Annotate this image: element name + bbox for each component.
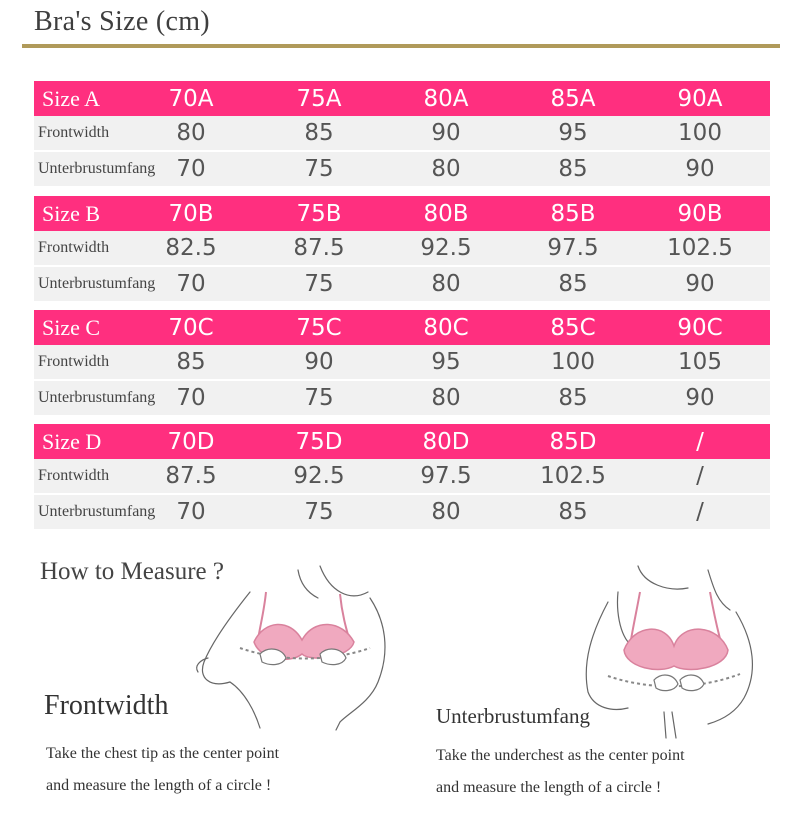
- size-header-row: Size C 70C 75C 80C 85C 90C: [34, 310, 770, 345]
- underbust-desc-line2: and measure the length of a circle !: [436, 779, 662, 796]
- size-cell: 70D: [167, 428, 215, 455]
- value-cell: 82.5: [165, 235, 217, 261]
- value-cell: 80: [431, 499, 461, 525]
- value-cell: 90: [431, 120, 461, 146]
- size-table-a: Size A 70A 75A 80A 85A 90A Frontwidth 80…: [34, 81, 770, 186]
- size-cell: 90A: [677, 85, 723, 112]
- size-table-c: Size C 70C 75C 80C 85C 90C Frontwidth 85…: [34, 310, 770, 415]
- value-cell: 70: [176, 385, 206, 411]
- value-cell: /: [696, 463, 704, 489]
- size-table-d: Size D 70D 75D 80D 85D / Frontwidth 87.5…: [34, 424, 770, 529]
- underbust-desc-line1: Take the underchest as the center point: [436, 747, 685, 764]
- value-cell: 92.5: [293, 463, 345, 489]
- value-cell: 85: [558, 271, 588, 297]
- value-cell: 100: [678, 120, 722, 146]
- value-cell: 102.5: [540, 463, 606, 489]
- size-group-label: Size B: [42, 200, 101, 226]
- size-cell: 85B: [550, 200, 596, 227]
- frontwidth-row: Frontwidth 87.5 92.5 97.5 102.5 /: [34, 459, 770, 495]
- size-cell: 70B: [168, 200, 214, 227]
- size-cell: 80D: [422, 428, 470, 455]
- size-table-b: Size B 70B 75B 80B 85B 90B Frontwidth 82…: [34, 196, 770, 301]
- value-cell: 105: [678, 349, 722, 375]
- value-cell: 80: [431, 271, 461, 297]
- underbust-row: Unterbrustumfang 70 75 80 85 90: [34, 267, 770, 301]
- value-cell: 87.5: [165, 463, 217, 489]
- size-header-row: Size B 70B 75B 80B 85B 90B: [34, 196, 770, 231]
- row-label: Frontwidth: [38, 124, 110, 141]
- page-title: Bra's Size (cm): [34, 6, 210, 37]
- underbust-illustration-icon: [585, 565, 754, 739]
- value-cell: 95: [431, 349, 461, 375]
- row-label: Frontwidth: [38, 239, 110, 256]
- value-cell: 85: [304, 120, 334, 146]
- value-cell: 70: [176, 499, 206, 525]
- frontwidth-title: Frontwidth: [44, 690, 169, 721]
- underbust-title: Unterbrustumfang: [436, 704, 590, 728]
- value-cell: 97.5: [420, 463, 472, 489]
- size-header-row: Size A 70A 75A 80A 85A 90A: [34, 81, 770, 116]
- value-cell: 87.5: [293, 235, 345, 261]
- value-cell: 100: [551, 349, 595, 375]
- frontwidth-row: Frontwidth 80 85 90 95 100: [34, 116, 770, 152]
- value-cell: /: [696, 499, 704, 525]
- row-label: Frontwidth: [38, 467, 110, 484]
- value-cell: 85: [558, 499, 588, 525]
- row-label: Unterbrustumfang: [38, 160, 156, 177]
- value-cell: 80: [431, 385, 461, 411]
- frontwidth-row: Frontwidth 82.5 87.5 92.5 97.5 102.5: [34, 231, 770, 267]
- frontwidth-desc-line2: and measure the length of a circle !: [46, 777, 272, 794]
- value-cell: 92.5: [420, 235, 472, 261]
- value-cell: 75: [304, 156, 334, 182]
- value-cell: 85: [176, 349, 206, 375]
- size-cell: 85D: [549, 428, 597, 455]
- value-cell: 90: [304, 349, 334, 375]
- row-label: Unterbrustumfang: [38, 275, 156, 292]
- size-group-label: Size D: [42, 428, 102, 454]
- value-cell: 70: [176, 271, 206, 297]
- value-cell: 85: [558, 385, 588, 411]
- size-cell: 70A: [168, 85, 214, 112]
- value-cell: 95: [558, 120, 588, 146]
- underbust-row: Unterbrustumfang 70 75 80 85 90: [34, 152, 770, 186]
- value-cell: 90: [685, 156, 715, 182]
- size-cell: 80B: [423, 200, 469, 227]
- row-label: Unterbrustumfang: [38, 503, 156, 520]
- underbust-row: Unterbrustumfang 70 75 80 85 /: [34, 495, 770, 529]
- size-cell: 90B: [677, 200, 723, 227]
- size-cell: 85C: [550, 314, 596, 341]
- value-cell: 102.5: [667, 235, 733, 261]
- value-cell: 97.5: [547, 235, 599, 261]
- underbust-row: Unterbrustumfang 70 75 80 85 90: [34, 381, 770, 415]
- frontwidth-illustration-icon: [196, 565, 386, 731]
- size-cell: 80C: [423, 314, 469, 341]
- size-cell: 75C: [296, 314, 342, 341]
- size-header-row: Size D 70D 75D 80D 85D /: [34, 424, 770, 459]
- measure-heading: How to Measure ?: [40, 558, 224, 585]
- size-cell: 70C: [168, 314, 214, 341]
- size-cell: /: [696, 428, 704, 455]
- value-cell: 75: [304, 385, 334, 411]
- size-group-label: Size A: [42, 85, 101, 111]
- frontwidth-row: Frontwidth 85 90 95 100 105: [34, 345, 770, 381]
- title-divider: [22, 44, 780, 48]
- size-cell: 75A: [296, 85, 342, 112]
- size-cell: 75D: [295, 428, 343, 455]
- size-cell: 80A: [423, 85, 469, 112]
- value-cell: 80: [431, 156, 461, 182]
- value-cell: 70: [176, 156, 206, 182]
- size-cell: 75B: [296, 200, 342, 227]
- size-group-label: Size C: [42, 314, 101, 340]
- value-cell: 75: [304, 271, 334, 297]
- value-cell: 75: [304, 499, 334, 525]
- size-cell: 90C: [677, 314, 723, 341]
- value-cell: 85: [558, 156, 588, 182]
- value-cell: 90: [685, 271, 715, 297]
- value-cell: 80: [176, 120, 206, 146]
- row-label: Unterbrustumfang: [38, 389, 156, 406]
- row-label: Frontwidth: [38, 353, 110, 370]
- frontwidth-desc-line1: Take the chest tip as the center point: [46, 745, 280, 762]
- value-cell: 90: [685, 385, 715, 411]
- size-cell: 85A: [550, 85, 596, 112]
